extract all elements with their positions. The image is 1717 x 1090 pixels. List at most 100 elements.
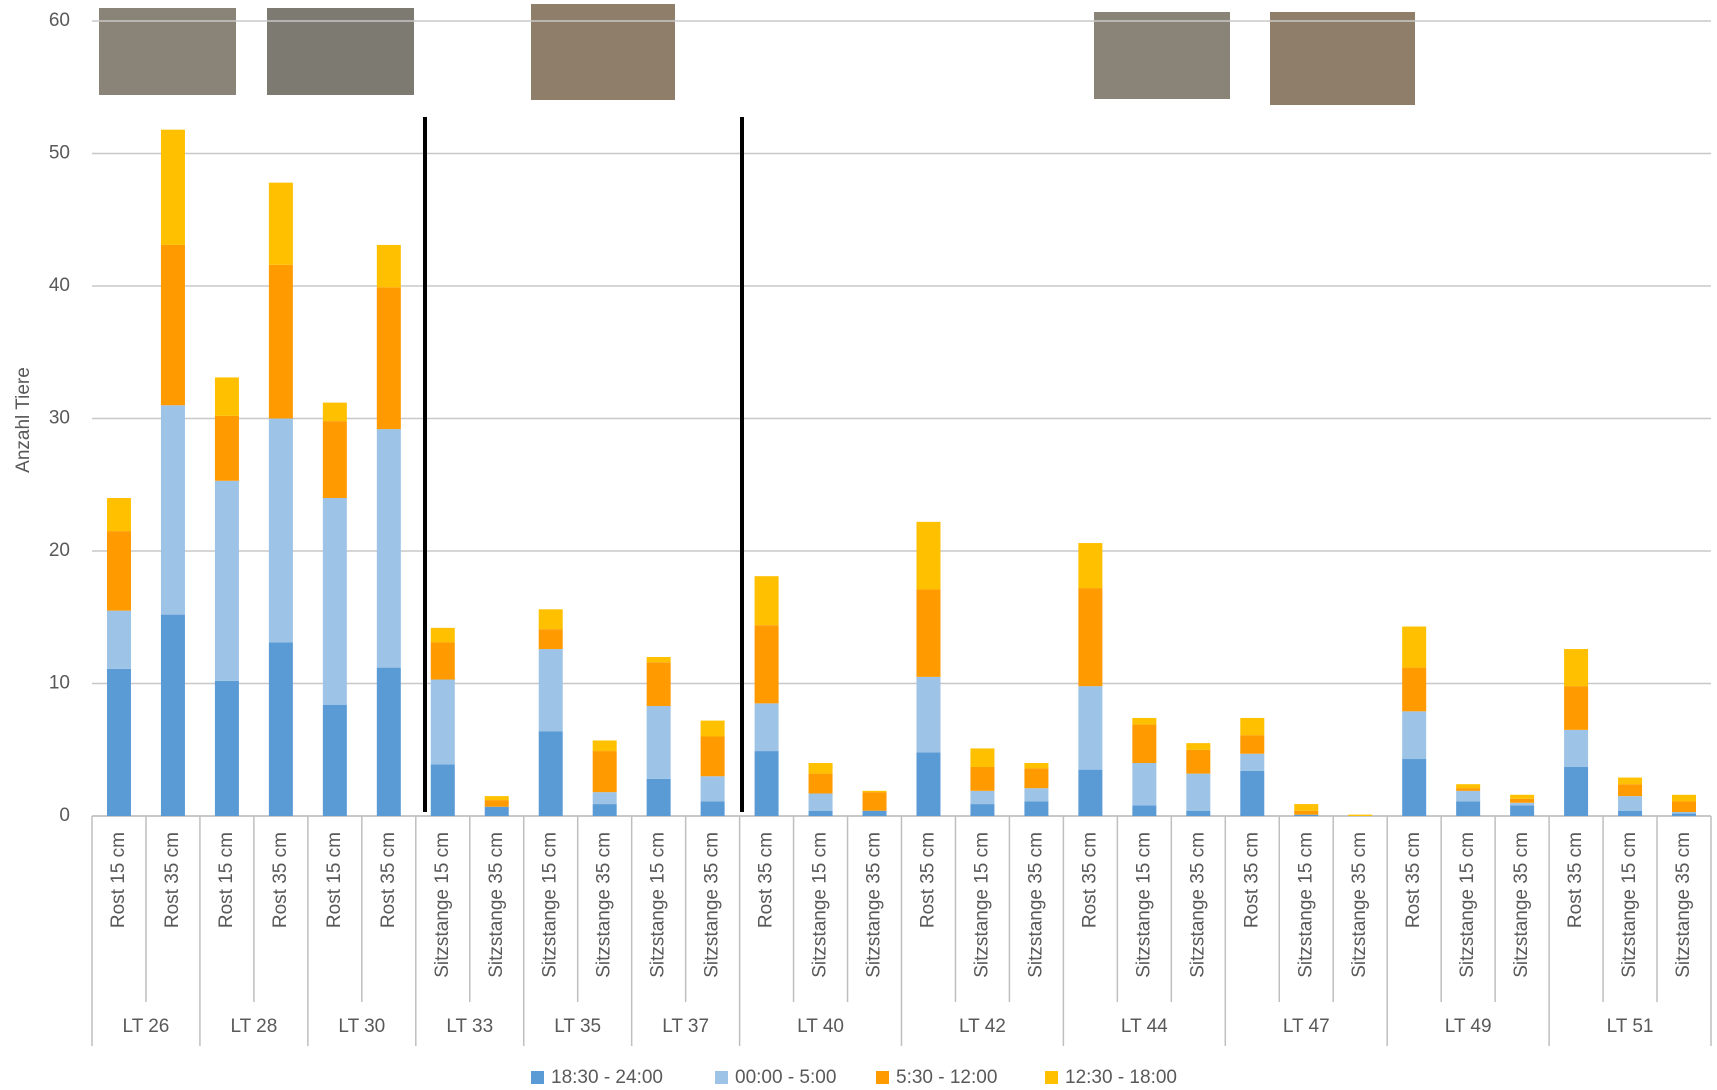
bar-segment [538,609,563,630]
bar-segment [1402,759,1427,816]
group-label: LT 37 [662,1016,709,1037]
bar-segment [1240,717,1265,736]
photo [1094,12,1230,99]
photo [1270,12,1415,105]
bar-segment [1132,805,1157,816]
legend-label: 12:30 - 18:00 [1065,1067,1177,1088]
bar-segment [970,804,995,816]
bar-segment [1402,626,1427,668]
bar-segment [808,763,833,774]
x-tick-label: Sitzstange 35 cm [1187,832,1208,978]
bar-segment [1186,773,1211,811]
bar-segment [1672,801,1697,813]
x-tick-label: Rost 15 cm [108,832,129,928]
x-tick-label: Sitzstange 15 cm [971,832,992,978]
bar-segment [808,793,833,811]
bar-segment [592,740,617,752]
x-tick-label: Sitzstange 35 cm [486,832,507,978]
bar-segment [106,531,131,611]
photo [99,8,236,95]
x-tick-label: Sitzstange 35 cm [1025,832,1046,978]
bar-segment [214,480,239,681]
bar-segment [646,657,671,663]
bar-segment [1618,810,1643,816]
bar-segment [1510,798,1535,803]
bar-segment [1672,813,1697,816]
bar-segment [1618,784,1643,797]
y-tick-label: 20 [49,540,70,561]
group-label: LT 28 [230,1016,277,1037]
bar-segment [862,792,887,811]
bar-segment [268,642,293,816]
x-tick-label: Rost 35 cm [162,832,183,928]
bar-segment [1240,753,1265,771]
bar-segment [1078,543,1103,589]
bar-segment [916,752,941,816]
bar-segment [1564,686,1589,730]
bar-segment [538,731,563,816]
bar-segment [862,810,887,816]
group-label: LT 49 [1445,1016,1492,1037]
bar-segment [214,377,239,416]
bar-segment [1564,766,1589,816]
bar-segment [430,679,455,765]
x-tick-label: Sitzstange 15 cm [1457,832,1478,978]
x-tick-label: Sitzstange 35 cm [1349,832,1370,978]
bar-segment [1294,814,1319,816]
bar-segment [1618,777,1643,785]
bar-segment [808,773,833,794]
group-label: LT 33 [446,1016,493,1037]
bar-segment [970,766,995,791]
bar-segment [1348,814,1373,816]
photo [267,8,414,95]
x-tick-label: Sitzstange 35 cm [594,832,615,978]
legend-label: 18:30 - 24:00 [551,1067,663,1088]
bar-segment [1240,770,1265,816]
bar-segment [160,614,185,816]
bar-segment [1402,711,1427,760]
bar-segment [1132,717,1157,725]
bar-segment [538,629,563,650]
group-label: LT 30 [338,1016,385,1037]
bar-segment [916,589,941,677]
bar-segment [376,667,401,816]
bar-segment [214,415,239,481]
x-tick-label: Rost 35 cm [1079,832,1100,928]
x-tick-label: Rost 35 cm [1403,832,1424,928]
photos [99,4,1415,105]
bar-segment [268,264,293,419]
bar-segment [160,129,185,245]
x-tick-label: Sitzstange 35 cm [864,832,885,978]
x-tick-label: Rost 35 cm [756,832,777,928]
x-tick-label: Sitzstange 15 cm [1619,832,1640,978]
group-label: LT 35 [554,1016,601,1037]
bar-segment [322,421,347,498]
bar-segment [970,790,995,805]
bar-segment [430,642,455,680]
y-axis-label: Anzahl Tiere [13,367,34,473]
bar-segment [1564,649,1589,687]
x-tick-label: Sitzstange 15 cm [810,832,831,978]
bar-segment [484,796,509,801]
bar-segment [1186,743,1211,750]
bar-segment [754,751,779,816]
x-tick-label: Rost 35 cm [1565,832,1586,928]
group-label: LT 42 [959,1016,1006,1037]
bar-segment [268,418,293,643]
bar-segment [862,790,887,793]
bar-segment [430,627,455,643]
bar-segment [1456,788,1481,791]
bar-segment [538,649,563,732]
y-tick-label: 0 [59,805,70,826]
bar-segment [1132,724,1157,763]
x-tick-label: Sitzstange 15 cm [1295,832,1316,978]
bar-segment [1456,801,1481,816]
bar-segment [700,801,725,816]
bar-segment [484,800,509,807]
bar-segment [1186,810,1211,816]
group-label: LT 44 [1121,1016,1168,1037]
bar-segment [1510,802,1535,806]
bar-segment [160,244,185,406]
bar-segment [970,748,995,767]
